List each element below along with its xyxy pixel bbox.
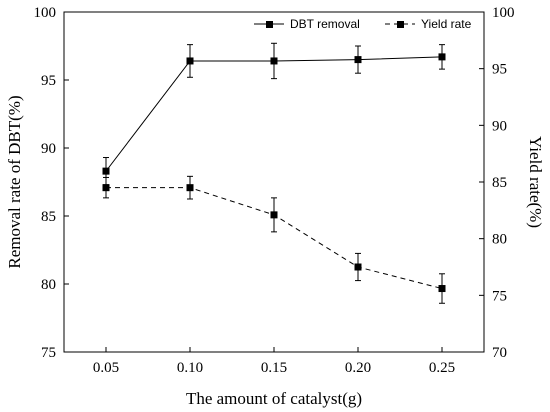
data-point-dbt-removal <box>102 167 110 175</box>
y-right-tick-label: 70 <box>492 345 507 361</box>
y-left-tick-label: 75 <box>41 345 56 361</box>
y-right-tick-label: 90 <box>492 118 507 134</box>
x-tick-label: 0.20 <box>345 360 371 376</box>
data-point-yield-rate <box>438 285 446 293</box>
x-tick-label: 0.15 <box>261 360 287 376</box>
data-point-yield-rate <box>102 184 110 192</box>
y-left-axis-ticks: 75 80 85 90 95 100 <box>34 5 69 361</box>
y-left-tick-label: 95 <box>41 73 56 89</box>
y-left-axis-title: Removal rate of DBT(%) <box>5 95 24 268</box>
data-point-yield-rate <box>186 184 194 192</box>
y-left-tick-label: 100 <box>34 5 57 21</box>
y-right-axis-title: Yield rate(%) <box>526 136 545 228</box>
y-right-tick-label: 85 <box>492 175 507 191</box>
data-point-dbt-removal <box>270 57 278 65</box>
legend-label-yield-rate: Yield rate <box>421 17 472 31</box>
legend-label-dbt-removal: DBT removal <box>290 17 360 31</box>
series-layer <box>102 42 446 304</box>
data-point-dbt-removal <box>354 56 362 64</box>
data-point-yield-rate <box>270 211 278 219</box>
x-axis-title: The amount of catalyst(g) <box>186 389 362 408</box>
legend: DBT removal Yield rate <box>254 17 472 31</box>
y-right-tick-label: 95 <box>492 62 507 78</box>
y-left-tick-label: 80 <box>41 277 56 293</box>
y-right-tick-label: 75 <box>492 288 507 304</box>
data-point-yield-rate <box>354 263 362 271</box>
legend-marker-dbt-removal <box>266 21 273 28</box>
x-tick-label: 0.10 <box>177 360 203 376</box>
data-point-dbt-removal <box>438 53 446 61</box>
y-right-tick-label: 80 <box>492 232 507 248</box>
x-axis-ticks: 0.05 0.10 0.15 0.20 0.25 <box>93 347 455 376</box>
y-right-tick-label: 100 <box>492 5 515 21</box>
y-right-axis-ticks: 70 75 80 85 90 95 100 <box>479 5 515 361</box>
y-left-tick-label: 85 <box>41 209 56 225</box>
y-left-tick-label: 90 <box>41 141 56 157</box>
x-tick-label: 0.05 <box>93 360 119 376</box>
legend-marker-yield-rate <box>397 21 404 28</box>
data-point-dbt-removal <box>186 57 194 65</box>
x-tick-label: 0.25 <box>429 360 455 376</box>
